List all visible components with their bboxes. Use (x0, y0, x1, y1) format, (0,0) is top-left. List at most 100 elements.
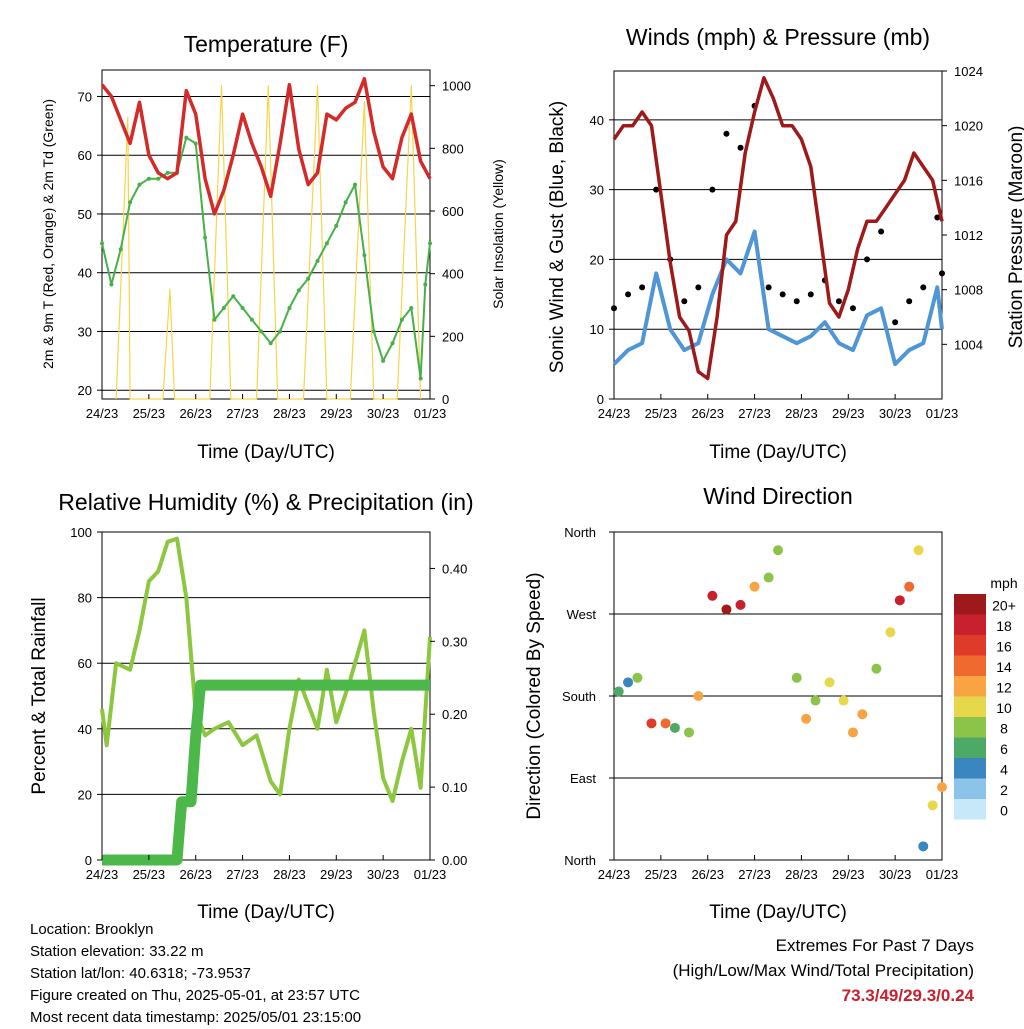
direction-point (632, 672, 643, 683)
y-tick-label: West (567, 607, 597, 622)
solar-ylabel: Solar Insolation (Yellow) (490, 159, 506, 309)
created-text: Figure created on Thu, 2025-05-01, at 23… (30, 987, 360, 1004)
temperature-title: Temperature (F) (184, 31, 349, 57)
x-tick-label: 26/23 (691, 867, 724, 882)
y-right-tick-label: 1024 (954, 64, 983, 79)
y-tick-label: 20 (590, 252, 604, 267)
y-tick-label: 100 (70, 525, 92, 540)
temperature-xlabel: Time (Day/UTC) (197, 442, 335, 463)
x-tick-label: 24/23 (86, 406, 119, 421)
x-tick-label: 29/23 (832, 406, 865, 421)
legend-label: 16 (996, 638, 1012, 654)
direction-point (735, 599, 746, 610)
x-tick-label: 30/23 (879, 867, 912, 882)
direction-point (660, 718, 671, 729)
legend-label: 4 (1000, 761, 1008, 777)
extremes-subtitle: (High/Low/Max Wind/Total Precipitation) (672, 961, 974, 980)
x-tick-label: 24/23 (598, 867, 631, 882)
direction-point (894, 595, 905, 606)
y-tick-label: North (564, 525, 596, 540)
sonic-wind-line (612, 229, 944, 367)
x-tick-label: 28/23 (785, 406, 818, 421)
y-tick-label: 70 (78, 89, 92, 104)
x-tick-label: 25/23 (645, 406, 678, 421)
gust-point (611, 305, 617, 312)
humidity-series (100, 536, 432, 866)
gust-point (849, 305, 856, 312)
gust-point (939, 270, 945, 277)
legend-label: 10 (996, 700, 1012, 716)
x-tick-label: 01/23 (414, 867, 447, 882)
legend-swatch (954, 655, 986, 676)
direction-point (693, 691, 704, 701)
y-right-tick-label: 800 (442, 141, 464, 156)
winds-panel: Winds (mph) & Pressure (mb) 010203040100… (547, 24, 1024, 463)
direction-point (810, 695, 821, 706)
direction-point (791, 672, 802, 683)
wind-direction-ylabel: Direction (Colored By Speed) (524, 572, 545, 819)
gust-point (892, 319, 899, 326)
legend-swatch (954, 778, 986, 799)
precipitation-line (102, 679, 430, 866)
y-right-tick-label: 0 (442, 392, 449, 407)
y-tick-label: 30 (590, 183, 604, 198)
legend-label: 2 (1000, 782, 1008, 798)
y-tick-label: 60 (78, 656, 92, 671)
legend-swatch (954, 635, 986, 656)
x-tick-label: 30/23 (367, 867, 400, 882)
direction-point (623, 677, 634, 688)
gust-point (779, 291, 786, 298)
direction-point (847, 727, 858, 738)
legend-label: 14 (996, 659, 1012, 675)
x-tick-label: 28/23 (273, 406, 306, 421)
direction-point (613, 686, 624, 697)
gust-point (723, 130, 730, 137)
extremes-box: Extremes For Past 7 Days (High/Low/Max W… (673, 933, 974, 1008)
x-tick-label: 24/23 (598, 406, 631, 421)
gust-point (793, 298, 800, 305)
y-right-tick-label: 1000 (442, 79, 471, 94)
legend-swatch (954, 758, 986, 779)
y-tick-label: East (570, 771, 596, 786)
gust-point (639, 284, 646, 291)
y-right-tick-label: 0.10 (442, 780, 467, 795)
direction-point (773, 545, 783, 556)
pressure-line (612, 76, 944, 381)
x-tick-label: 01/23 (926, 867, 959, 882)
humidity-xlabel: Time (Day/UTC) (197, 902, 335, 923)
x-tick-label: 26/23 (179, 406, 212, 421)
y-right-tick-label: 200 (442, 329, 464, 344)
gust-point (765, 284, 772, 291)
wind-direction-title: Wind Direction (703, 483, 853, 509)
y-tick-label: 0 (85, 853, 92, 868)
gust-point (807, 291, 814, 298)
y-tick-label: 40 (78, 266, 92, 281)
gust-point (878, 228, 885, 235)
y-right-tick-label: 1008 (954, 283, 983, 298)
latlon-text: Station lat/lon: 40.6318; -73.9537 (30, 965, 252, 982)
y-tick-label: South (562, 689, 596, 704)
direction-point (918, 841, 929, 852)
temperature-axes: 20 30 40 50 60 70 0 200 400 600 800 1000 24/23 25/23 2… (78, 79, 471, 421)
y-tick-label: 50 (78, 207, 92, 222)
y-tick-label: 10 (590, 322, 604, 337)
x-tick-label: 29/23 (320, 406, 353, 421)
x-tick-label: 28/23 (785, 867, 818, 882)
direction-point (885, 627, 896, 638)
x-tick-label: 27/23 (738, 867, 771, 882)
speed-legend: 20+ 18 16 14 12 10 8 6 4 2 0 (954, 594, 1016, 820)
y-right-tick-label: 1016 (954, 173, 983, 188)
wind-direction-points (613, 545, 947, 852)
y-right-tick-label: 0.00 (442, 853, 467, 868)
y-right-tick-label: 0.40 (442, 561, 467, 576)
x-tick-label: 25/23 (133, 867, 166, 882)
legend-swatch (954, 799, 986, 820)
direction-point (646, 718, 657, 729)
location-text: Location: Brooklyn (30, 921, 154, 938)
winds-ylabel: Sonic Wind & Gust (Blue, Black) (547, 101, 568, 373)
wind-direction-panel: Wind Direction NorthEastSouthWestNorth24… (524, 483, 1018, 923)
elevation-text: Station elevation: 33.22 m (30, 943, 204, 960)
gust-point (864, 256, 871, 263)
